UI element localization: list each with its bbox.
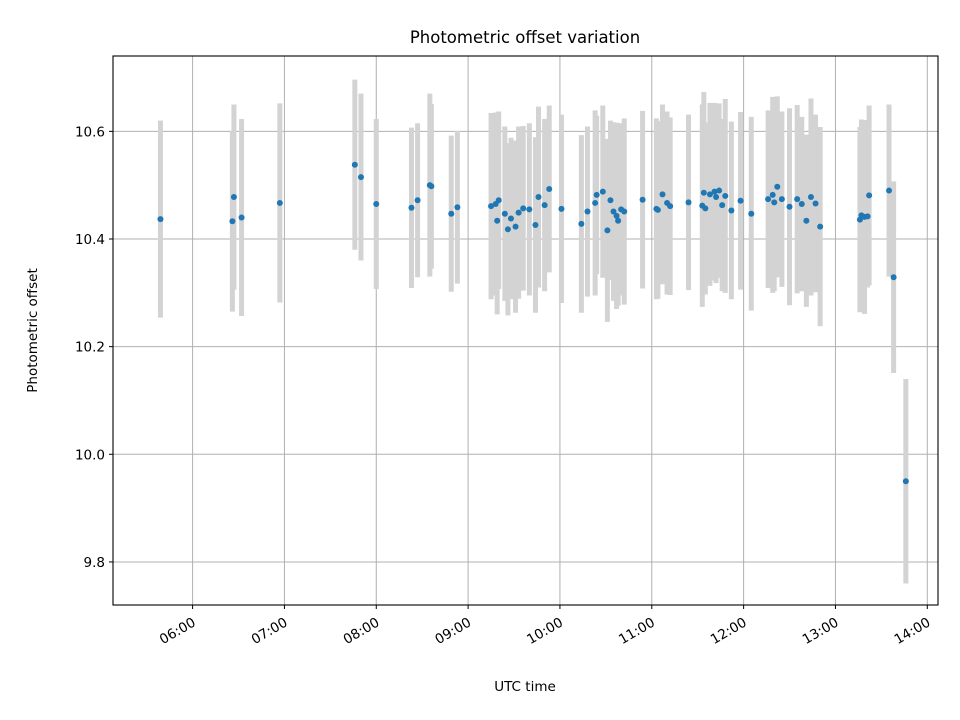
data-point [778, 196, 785, 203]
data-point [613, 212, 620, 219]
data-point [890, 274, 897, 281]
data-point [765, 196, 772, 203]
chart-title: Photometric offset variation [410, 28, 640, 47]
data-point [541, 202, 548, 209]
data-point [722, 192, 729, 199]
data-point [454, 204, 461, 211]
data-point [604, 227, 611, 234]
data-point [373, 201, 380, 208]
data-point [771, 199, 778, 206]
y-axis: 9.8 10.0 10.2 10.4 10.6 [75, 124, 113, 571]
data-points [157, 161, 909, 485]
y-axis-label: Photometric offset [25, 268, 41, 392]
data-point [615, 217, 622, 224]
y-tick-label: 10.4 [75, 232, 105, 248]
data-point [592, 199, 599, 206]
data-point [599, 188, 606, 195]
data-point [716, 187, 723, 194]
data-point [774, 183, 781, 190]
data-point [711, 188, 718, 195]
data-point [448, 210, 455, 217]
data-point [351, 161, 358, 168]
data-point [512, 223, 519, 230]
plot-frame [112, 55, 939, 606]
data-point [558, 205, 565, 212]
data-point [713, 194, 720, 201]
data-point [706, 191, 713, 198]
data-point [515, 209, 522, 216]
data-point [794, 196, 801, 203]
data-point [667, 203, 674, 210]
data-point [535, 194, 542, 201]
y-tick-label: 10.6 [75, 124, 105, 140]
data-point [769, 191, 776, 198]
data-point [520, 205, 527, 212]
data-point [702, 205, 709, 212]
data-point [157, 216, 164, 223]
data-point [786, 203, 793, 210]
data-point [501, 210, 508, 217]
data-point [488, 203, 495, 210]
data-point [812, 200, 819, 207]
y-tick-label: 10.0 [75, 447, 105, 463]
data-point [621, 208, 628, 215]
y-tick-label: 10.2 [75, 340, 105, 356]
data-point [798, 201, 805, 208]
data-point [357, 174, 364, 181]
data-point [238, 214, 245, 221]
data-point [593, 191, 600, 198]
data-point [607, 197, 614, 204]
data-point [700, 189, 707, 196]
data-point [408, 204, 415, 211]
data-point [866, 192, 873, 199]
data-point [526, 206, 533, 213]
data-point [428, 183, 435, 190]
data-point [803, 217, 810, 224]
data-point [504, 226, 511, 233]
data-point [276, 199, 283, 206]
data-point [659, 191, 666, 198]
data-point [817, 223, 824, 230]
data-point [639, 196, 646, 203]
data-point [546, 185, 553, 192]
data-point [719, 202, 726, 209]
data-point [864, 213, 871, 220]
data-point [532, 222, 539, 229]
data-point [807, 194, 814, 201]
data-point [230, 194, 237, 201]
data-point [507, 215, 514, 222]
data-point [748, 210, 755, 217]
data-point [902, 478, 909, 485]
data-point [495, 197, 502, 204]
data-point [414, 197, 421, 204]
data-point [728, 207, 735, 214]
data-point [578, 220, 585, 227]
data-point [610, 208, 617, 215]
data-point [229, 218, 236, 225]
data-point [494, 217, 501, 224]
data-point [886, 187, 893, 194]
data-point [685, 199, 692, 206]
data-point [654, 206, 661, 213]
y-tick-label: 9.8 [84, 555, 105, 571]
data-point [737, 197, 744, 204]
x-axis-label: UTC time [494, 679, 556, 695]
data-point [584, 208, 591, 215]
